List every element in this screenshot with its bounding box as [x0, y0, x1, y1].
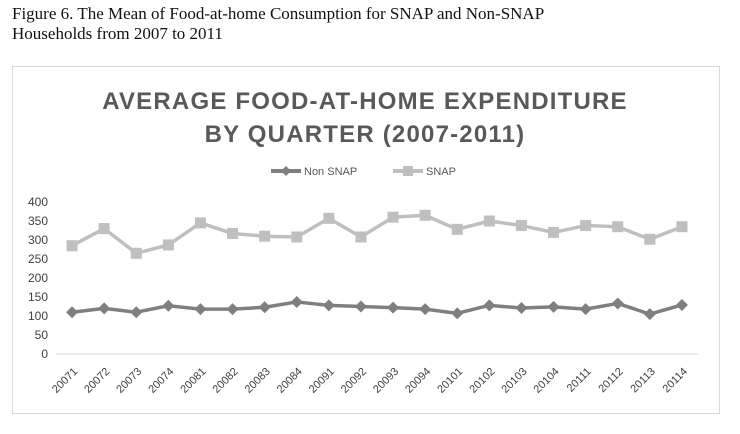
data-point-0	[387, 301, 400, 314]
y-tick-label: 0	[41, 347, 48, 361]
data-point-0	[354, 300, 367, 313]
data-point-1	[644, 233, 656, 245]
x-tick-label: 20091	[307, 366, 337, 396]
data-point-1	[130, 247, 142, 259]
data-point-0	[451, 307, 464, 320]
data-point-0	[515, 302, 528, 315]
data-point-1	[483, 215, 495, 227]
data-point-0	[483, 299, 496, 312]
x-tick-label: 20072	[82, 366, 112, 396]
x-tick-label: 20074	[146, 366, 176, 396]
data-point-0	[419, 303, 432, 316]
chart-title-line-1: AVERAGE FOOD-AT-HOME EXPENDITURE	[102, 88, 628, 115]
data-point-0	[98, 302, 111, 315]
data-point-0	[258, 301, 271, 314]
data-point-0	[579, 303, 592, 316]
chart-legend: Non SNAP SNAP	[271, 166, 456, 178]
x-tick-label: 20082	[211, 366, 241, 396]
data-point-1	[451, 223, 463, 235]
data-point-1	[259, 230, 271, 242]
data-point-0	[130, 306, 143, 319]
data-point-1	[291, 231, 303, 243]
data-point-1	[162, 239, 174, 251]
data-point-1	[98, 223, 110, 235]
x-tick-label: 20113	[628, 366, 658, 396]
figure-caption-line-2: Households from 2007 to 2011	[12, 24, 223, 43]
y-tick-label: 350	[28, 214, 48, 228]
x-tick-label: 20071	[50, 366, 80, 396]
data-point-1	[387, 211, 399, 223]
data-point-0	[66, 306, 79, 319]
data-point-0	[226, 303, 239, 316]
y-axis: 0 50 100 150 200 250 300 350 400	[28, 195, 48, 361]
y-tick-label: 50	[35, 328, 49, 342]
data-point-0	[675, 298, 688, 311]
x-tick-label: 20083	[243, 366, 273, 396]
data-point-1	[227, 228, 239, 240]
data-point-0	[194, 303, 207, 316]
x-tick-label: 20104	[532, 366, 562, 396]
data-point-1	[548, 226, 560, 238]
data-point-0	[322, 299, 335, 312]
data-point-1	[515, 220, 527, 232]
chart-title-line-2: BY QUARTER (2007-2011)	[205, 121, 526, 148]
data-point-0	[611, 297, 624, 310]
y-tick-label: 300	[28, 233, 48, 247]
x-tick-label: 20073	[114, 366, 144, 396]
legend-label-0: Non SNAP	[304, 166, 357, 178]
data-point-1	[580, 220, 592, 232]
y-tick-label: 100	[28, 309, 48, 323]
data-point-1	[676, 221, 688, 233]
data-point-1	[194, 217, 206, 229]
x-tick-label: 20101	[435, 366, 465, 396]
figure-caption-line-1: Figure 6. The Mean of Food-at-home Consu…	[12, 4, 545, 23]
data-point-1	[323, 212, 335, 224]
data-point-1	[612, 221, 624, 233]
data-point-0	[162, 299, 175, 312]
x-axis: 20071 20072 20073 20074 20081 20082 20083 20084…	[50, 353, 698, 396]
x-tick-label: 20112	[596, 366, 626, 396]
data-point-1	[66, 240, 78, 252]
x-tick-label: 20102	[467, 366, 497, 396]
x-tick-label: 20094	[403, 366, 433, 396]
x-tick-label: 20084	[275, 366, 305, 396]
data-point-0	[643, 308, 656, 321]
y-tick-label: 250	[28, 252, 48, 266]
x-tick-label: 20111	[565, 366, 594, 395]
x-tick-label: 20093	[371, 366, 401, 396]
data-point-1	[419, 209, 431, 221]
x-tick-label: 20103	[499, 366, 529, 396]
x-tick-label: 20114	[661, 366, 691, 396]
legend-marker-0	[281, 166, 291, 176]
legend-label-1: SNAP	[426, 166, 456, 178]
legend-marker-1	[403, 166, 413, 176]
x-tick-label: 20092	[339, 366, 369, 396]
y-tick-label: 150	[28, 290, 48, 304]
x-tick-label: 20081	[178, 366, 208, 396]
y-tick-label: 400	[28, 195, 48, 209]
data-point-0	[547, 300, 560, 313]
y-tick-label: 200	[28, 271, 48, 285]
data-point-1	[355, 231, 367, 243]
data-point-0	[290, 295, 303, 308]
figure-caption: Figure 6. The Mean of Food-at-home Consu…	[12, 4, 728, 44]
plot-area	[66, 209, 688, 321]
